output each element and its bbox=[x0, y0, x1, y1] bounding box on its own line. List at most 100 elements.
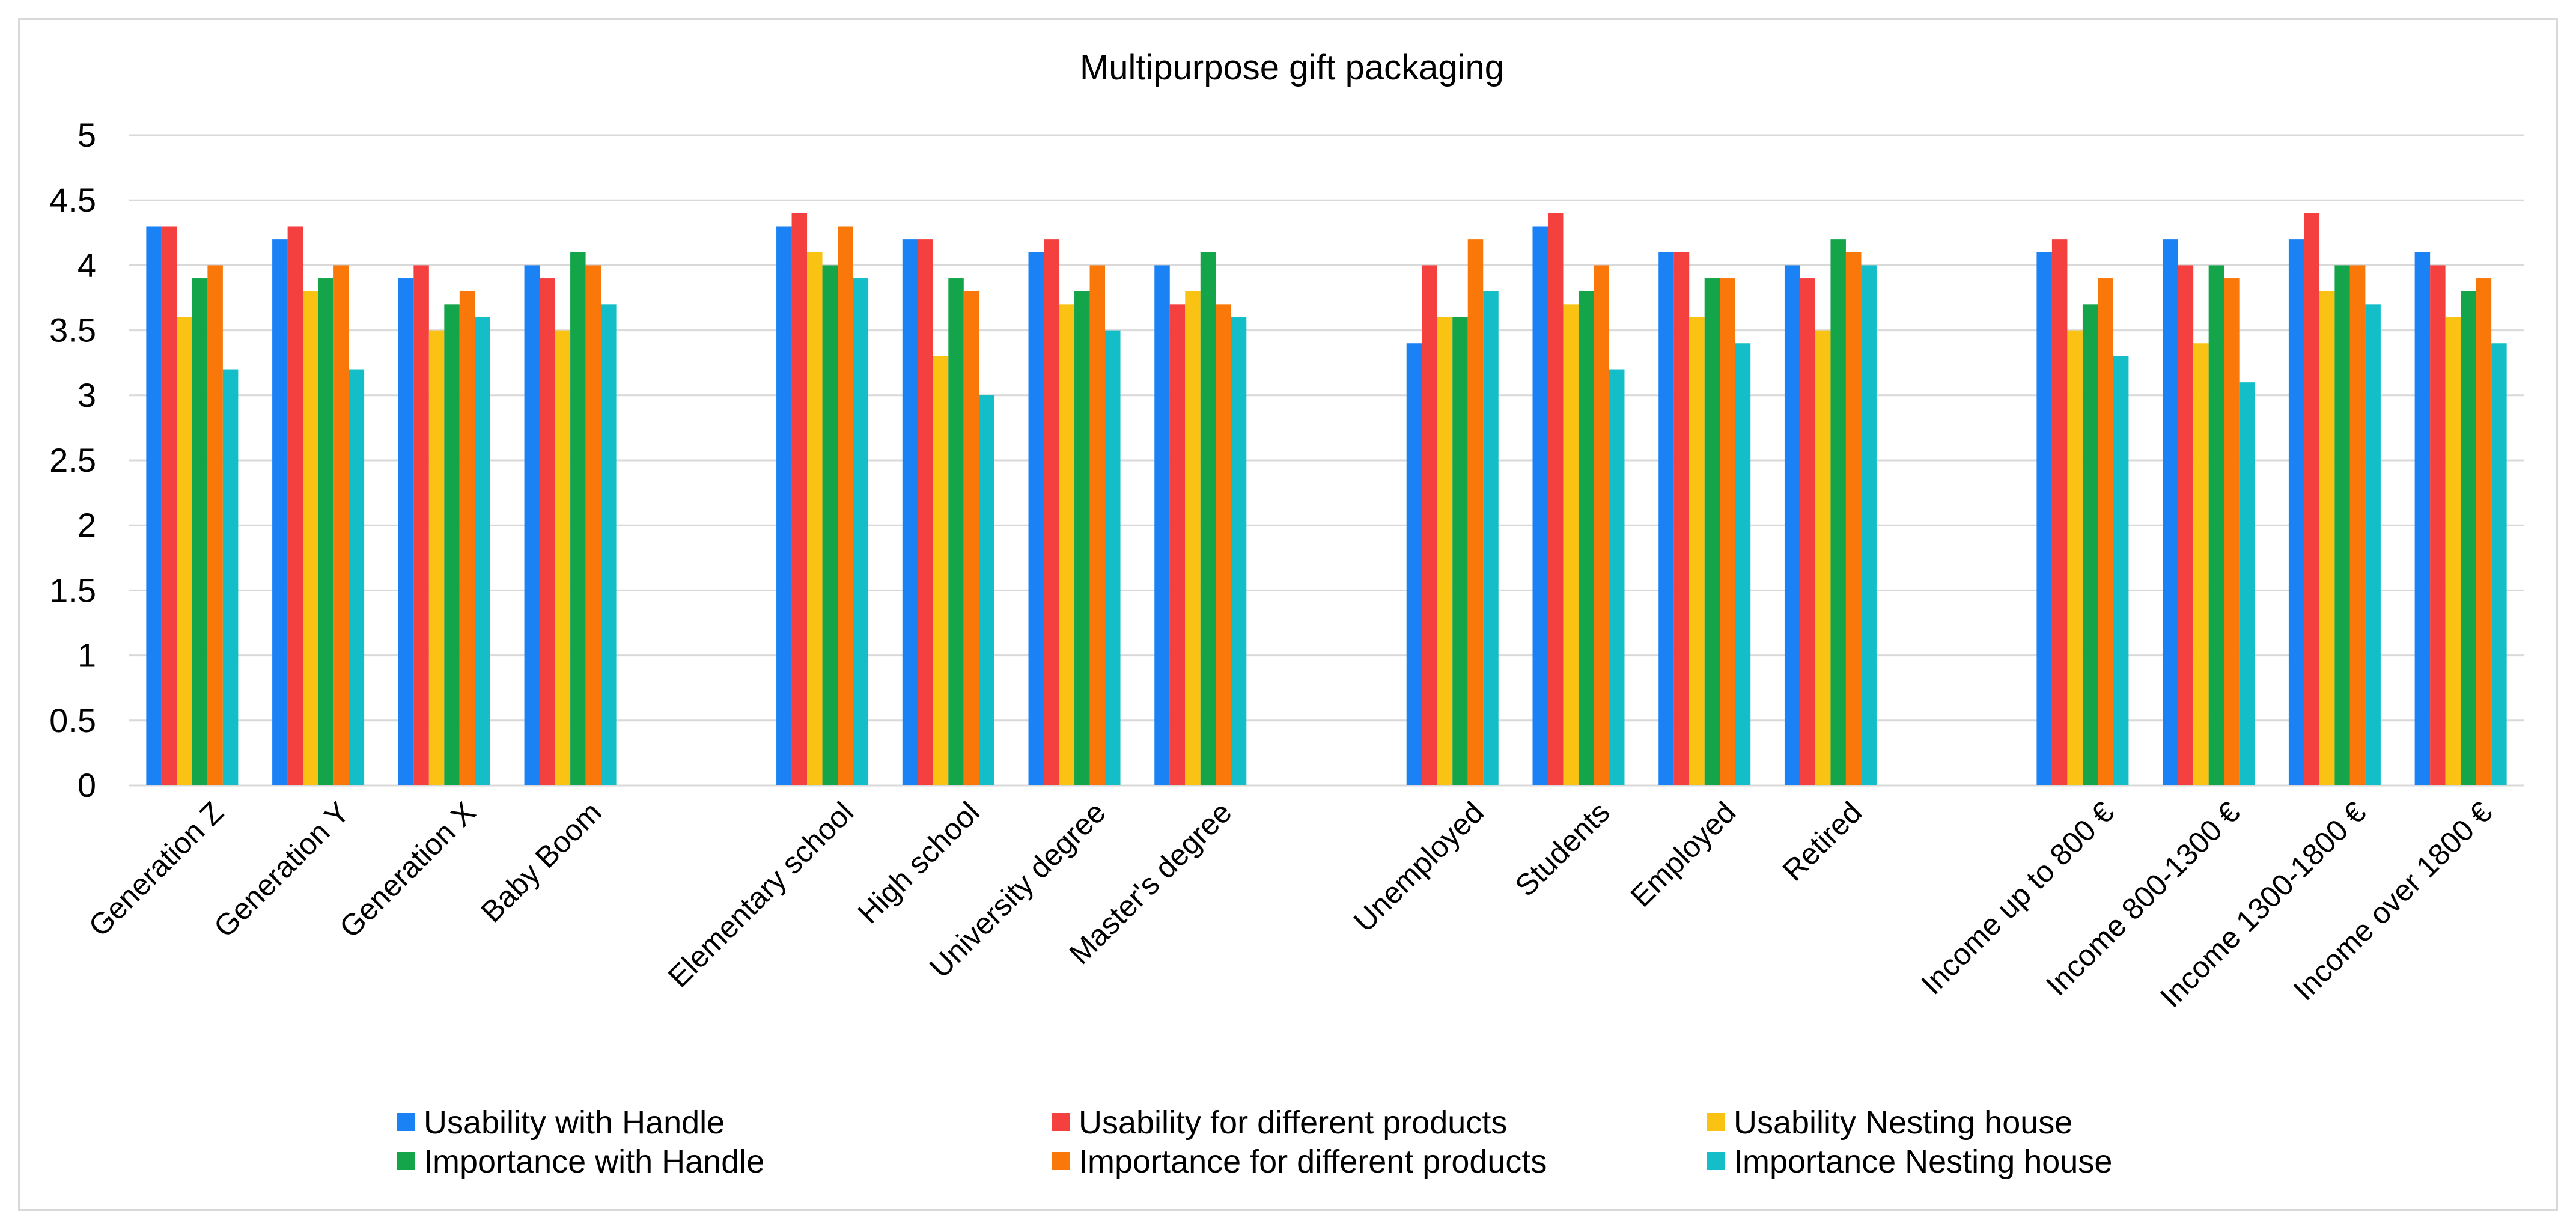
bar bbox=[303, 291, 318, 785]
bar bbox=[413, 265, 429, 785]
bar bbox=[1422, 265, 1437, 785]
bar bbox=[540, 278, 555, 785]
bar bbox=[2051, 239, 2068, 785]
bar bbox=[398, 278, 414, 785]
bar bbox=[1704, 278, 1720, 785]
bar bbox=[222, 369, 239, 785]
bar bbox=[146, 226, 162, 786]
bar bbox=[1532, 226, 1548, 786]
y-tick-label: 0 bbox=[78, 766, 96, 804]
bar bbox=[979, 395, 994, 785]
legend-label: Importance with Handle bbox=[424, 1144, 764, 1180]
legend-swatch bbox=[397, 1113, 415, 1131]
bar bbox=[1594, 265, 1609, 785]
bar bbox=[570, 252, 586, 785]
bar bbox=[2067, 330, 2083, 785]
legend-swatch bbox=[1052, 1152, 1070, 1170]
bar bbox=[2036, 252, 2052, 785]
bar bbox=[2113, 356, 2129, 785]
bar bbox=[2239, 382, 2255, 785]
bar bbox=[2163, 239, 2178, 785]
y-tick-label: 0.5 bbox=[49, 701, 96, 739]
legend-swatch bbox=[1707, 1152, 1725, 1170]
y-tick-label: 1 bbox=[78, 636, 96, 674]
legend-swatch bbox=[1707, 1113, 1725, 1131]
bar bbox=[902, 239, 918, 785]
bar bbox=[1547, 213, 1564, 786]
bar bbox=[2491, 343, 2507, 785]
x-tick-label: Students bbox=[1509, 795, 1616, 903]
bar bbox=[776, 226, 792, 786]
bar bbox=[287, 226, 303, 786]
bar bbox=[161, 226, 177, 786]
bar bbox=[1720, 278, 1735, 785]
bar bbox=[601, 304, 617, 785]
bar bbox=[585, 265, 601, 785]
bar bbox=[1028, 252, 1044, 785]
bar bbox=[1658, 252, 1674, 785]
legend-label: Importance for different products bbox=[1079, 1144, 1547, 1180]
bar bbox=[1200, 252, 1216, 785]
bar bbox=[177, 317, 192, 785]
bar bbox=[1735, 343, 1751, 785]
bar bbox=[1784, 265, 1800, 785]
bar bbox=[1437, 317, 1453, 785]
bar bbox=[1044, 239, 1059, 785]
x-tick-label: Income 1300-1800 € bbox=[2154, 795, 2372, 1014]
bar bbox=[2082, 304, 2098, 785]
legend-swatch bbox=[397, 1152, 415, 1170]
bar bbox=[2178, 265, 2194, 785]
bar bbox=[333, 265, 349, 785]
bar bbox=[2208, 265, 2224, 785]
bar bbox=[2288, 239, 2304, 785]
legend-label: Importance Nesting house bbox=[1734, 1144, 2112, 1180]
bar bbox=[933, 356, 949, 785]
bar bbox=[1169, 304, 1186, 785]
bar bbox=[963, 291, 979, 785]
bar bbox=[1185, 291, 1201, 785]
legend-swatch bbox=[1052, 1113, 1070, 1131]
bar bbox=[2414, 252, 2431, 785]
y-tick-label: 2.5 bbox=[49, 441, 96, 479]
bar bbox=[2098, 278, 2113, 785]
bar bbox=[459, 291, 475, 785]
bar bbox=[1483, 291, 1499, 785]
bar bbox=[2193, 343, 2209, 785]
y-tick-label: 5 bbox=[78, 116, 96, 154]
bar bbox=[2319, 291, 2335, 785]
bar bbox=[948, 278, 964, 785]
bar bbox=[2430, 265, 2446, 785]
y-tick-label: 1.5 bbox=[49, 571, 96, 609]
bars bbox=[146, 213, 2507, 786]
x-tick-label: Employed bbox=[1624, 795, 1743, 913]
bar bbox=[2304, 213, 2319, 786]
bar bbox=[444, 304, 460, 785]
legend-label: Usability for different products bbox=[1079, 1105, 1507, 1141]
bar bbox=[1578, 291, 1594, 785]
x-tick-label: Elementary school bbox=[662, 795, 860, 993]
y-tick-label: 4 bbox=[78, 246, 96, 284]
bar bbox=[1406, 343, 1422, 785]
bar bbox=[1154, 265, 1170, 785]
bar bbox=[1861, 265, 1877, 785]
bar bbox=[2334, 265, 2350, 785]
bar bbox=[2224, 278, 2240, 785]
bar bbox=[2461, 291, 2476, 785]
bar bbox=[2365, 304, 2381, 785]
bar bbox=[1467, 239, 1484, 785]
bar bbox=[2445, 317, 2461, 785]
bar bbox=[1800, 278, 1815, 785]
bar bbox=[555, 330, 571, 785]
legend-label: Usability Nesting house bbox=[1734, 1105, 2072, 1141]
legend-label: Usability with Handle bbox=[424, 1105, 725, 1141]
bar bbox=[807, 252, 823, 785]
y-tick-label: 4.5 bbox=[49, 181, 96, 219]
bar bbox=[428, 330, 445, 785]
bar bbox=[192, 278, 208, 785]
x-tick-label: Retired bbox=[1776, 795, 1869, 888]
bar bbox=[1452, 317, 1468, 785]
bar bbox=[1231, 317, 1247, 785]
bar bbox=[349, 369, 365, 785]
bar bbox=[272, 239, 288, 785]
